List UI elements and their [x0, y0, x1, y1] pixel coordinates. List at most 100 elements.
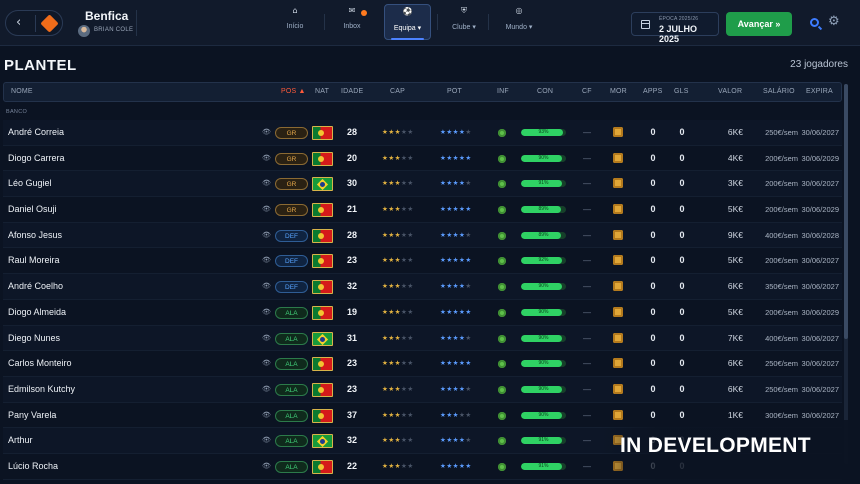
col-header-idade[interactable]: IDADE [341, 88, 364, 95]
player-name[interactable]: Pany Varela [8, 409, 57, 420]
position-badge: ALA [275, 358, 308, 371]
col-header-mor[interactable]: MOR [610, 88, 627, 95]
col-header-apps[interactable]: APPS [643, 88, 663, 95]
player-name[interactable]: Diego Nunes [8, 332, 61, 343]
eye-icon[interactable]: 👁 [262, 256, 271, 265]
col-header-salario[interactable]: SALÁRIO [763, 88, 795, 95]
table-row[interactable]: Carlos Monteiro 👁 ALA 23 ★★★★★ ★★★★★ 90% —0 0 6K€… [3, 351, 842, 377]
star-icon: ★ [400, 436, 408, 445]
eye-icon[interactable]: 👁 [262, 128, 271, 136]
player-name[interactable]: Diogo Carrera [8, 152, 65, 163]
table-row[interactable]: Diogo Carrera 👁 GR 20 ★★★★★ ★★★★★ 90% —0 0 4K€ 200… [3, 146, 842, 172]
eye-icon[interactable]: 👁 [262, 359, 271, 368]
col-header-valor[interactable]: VALOR [718, 88, 743, 95]
nationality-flag-icon [312, 357, 333, 372]
player-name[interactable]: Lúcio Rocha [8, 460, 59, 471]
player-name[interactable]: Arthur [8, 435, 33, 446]
table-row[interactable]: Edmilson Kutchy 👁 ALA 23 ★★★★★ ★★★★★ 90% —0 0 6K€… [3, 376, 842, 403]
cf-value: — [583, 153, 591, 163]
contract-expiry: 30/06/2027 [801, 256, 839, 266]
star-icon: ★ [458, 359, 466, 368]
market-value: 6K€ [727, 127, 743, 137]
club-crest-icon[interactable] [40, 14, 59, 33]
star-icon: ★ [407, 461, 414, 470]
gear-icon[interactable]: ⚙ [828, 14, 840, 29]
eye-icon[interactable]: 👁 [262, 179, 271, 188]
star-icon: ★ [446, 282, 453, 291]
player-name[interactable]: Afonso Jesus [8, 229, 63, 240]
player-name[interactable]: Léo Gugiel [8, 178, 52, 189]
cf-value: — [583, 333, 591, 343]
player-name[interactable]: André Coelho [8, 281, 64, 292]
eye-icon[interactable]: 👁 [262, 436, 271, 445]
player-name[interactable]: Edmilson Kutchy [8, 383, 76, 394]
star-icon: ★ [394, 384, 401, 393]
player-name[interactable]: Daniel Osuji [8, 204, 57, 215]
star-icon: ★ [458, 282, 466, 291]
col-header-cf[interactable]: CF [582, 88, 592, 95]
eye-icon[interactable]: 👁 [262, 384, 271, 393]
table-row[interactable]: André Correia 👁 GR 28 ★★★★★ ★★★★★ 93% —0 0 6K€ 250… [3, 120, 842, 146]
star-icon: ★ [407, 128, 414, 136]
contract-expiry: 30/06/2027 [801, 333, 839, 343]
dev-watermark: IN DEVELOPMENT [620, 434, 811, 457]
star-icon: ★ [407, 436, 414, 445]
club-name[interactable]: Benfica [85, 9, 129, 23]
player-name[interactable]: André Correia [8, 127, 65, 137]
player-name[interactable]: Raul Moreira [8, 255, 60, 266]
salary: 250€/sem [765, 359, 798, 369]
star-icon: ★ [446, 384, 453, 393]
player-name[interactable]: Carlos Monteiro [8, 358, 72, 369]
col-header-pot[interactable]: POT [447, 88, 462, 95]
nationality-flag-icon [312, 434, 333, 449]
tab-equipa[interactable]: ⚽ Equipa ▾ [384, 4, 431, 40]
history-nav[interactable]: ‹ [5, 10, 63, 36]
tab-inbox[interactable]: ✉ Inbox [335, 4, 369, 40]
morale-icon [613, 152, 623, 163]
table-row[interactable]: Pany Varela 👁 ALA 37 ★★★★★ ★★★★★ 90% —0 0 1K€ 300€… [3, 403, 842, 429]
search-icon[interactable] [810, 18, 819, 27]
table-row[interactable]: Diego Nunes 👁 ALA 31 ★★★★★ ★★★★★ 90% —0 0 7K€ 400€… [3, 325, 842, 352]
season-date-panel[interactable]: ÉPOCA 2025/26 2 JULHO 2025 [631, 12, 719, 44]
table-row[interactable]: Afonso Jesus 👁 DEF 28 ★★★★★ ★★★★★ 89% —0 0 9K€ 400… [3, 222, 842, 249]
eye-icon[interactable]: 👁 [262, 230, 271, 239]
advance-button[interactable]: Avançar » [726, 12, 792, 36]
eye-icon[interactable]: 👁 [262, 461, 271, 470]
table-row[interactable]: Raul Moreira 👁 DEF 23 ★★★★★ ★★★★★ 92% —0 0 5K€ 200… [3, 248, 842, 275]
col-header-con[interactable]: CON [537, 88, 554, 95]
col-header-expira[interactable]: EXPIRA [806, 88, 833, 95]
condition-value: 93% [538, 129, 549, 135]
tab-clube[interactable]: ⛨ Clube ▾ [445, 4, 483, 40]
table-row[interactable]: Léo Gugiel 👁 GR 30 ★★★★★ ★★★★★ 91% —0 0 3K€ 200€/s… [3, 171, 842, 198]
col-header-inf[interactable]: INF [497, 88, 509, 95]
col-header-gls[interactable]: GLS [674, 88, 689, 95]
scrollbar-thumb[interactable] [844, 84, 848, 339]
contract-expiry: 30/06/2029 [801, 307, 839, 317]
col-header-nat[interactable]: NAT [315, 88, 330, 95]
eye-icon[interactable]: 👁 [262, 410, 271, 419]
eye-icon[interactable]: 👁 [262, 282, 271, 291]
dev-overlay-backdrop [600, 420, 860, 484]
table-row[interactable]: André Coelho 👁 DEF 32 ★★★★★ ★★★★★ 90% —0 0 6K€ 350… [3, 274, 842, 300]
condition-bar: 90% [521, 360, 566, 368]
star-icon: ★ [465, 256, 472, 265]
tab-inicio[interactable]: ⌂ Início [278, 4, 312, 40]
star-icon: ★ [440, 256, 447, 265]
goals: 0 [679, 204, 685, 215]
col-header-pos[interactable]: POS ▲ [281, 88, 306, 95]
star-icon: ★ [382, 256, 389, 265]
col-header-nome[interactable]: NOME [11, 88, 33, 95]
eye-icon[interactable]: 👁 [262, 205, 271, 214]
eye-icon[interactable]: 👁 [262, 153, 271, 162]
tab-mundo[interactable]: ◎ Mundo ▾ [498, 4, 540, 40]
col-header-cap[interactable]: CAP [390, 88, 405, 95]
table-row[interactable]: Diogo Almeida 👁 ALA 19 ★★★★★ ★★★★★ 90% —0 0 5K€ 20… [3, 300, 842, 326]
star-icon: ★ [458, 256, 466, 265]
eye-icon[interactable]: 👁 [262, 307, 271, 316]
table-row[interactable]: Daniel Osuji 👁 GR 21 ★★★★★ ★★★★★ 89% —0 0 5K€ 200€… [3, 197, 842, 223]
eye-icon[interactable]: 👁 [262, 333, 271, 342]
scrollbar[interactable] [844, 84, 848, 464]
back-arrow-icon[interactable]: ‹ [16, 15, 22, 30]
player-name[interactable]: Diogo Almeida [8, 306, 67, 317]
